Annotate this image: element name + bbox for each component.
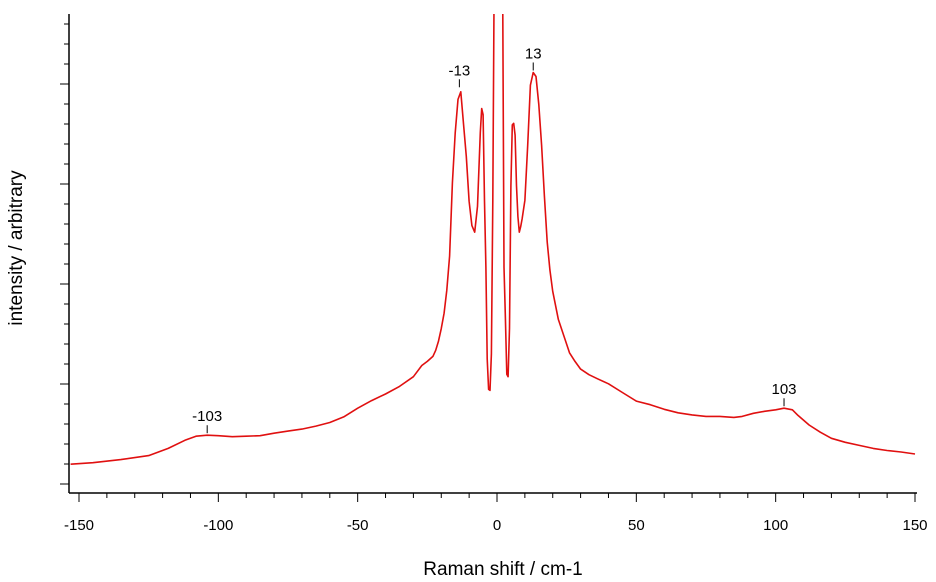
y-axis	[60, 14, 70, 493]
peak-label: -13	[449, 62, 471, 79]
x-tick-label: 0	[493, 517, 501, 534]
x-tick-label: -100	[203, 517, 233, 534]
x-tick-label: 100	[763, 517, 788, 534]
x-tick-label: 150	[902, 517, 927, 534]
x-axis: -150 -100 -50 0 50 100 150	[64, 492, 928, 534]
x-axis-title: Raman shift / cm-1	[423, 559, 582, 580]
peak-label: 13	[525, 45, 542, 62]
x-tick-label: -50	[347, 517, 369, 534]
peak-label: 103	[772, 381, 797, 398]
y-axis-title: intensity / arbitrary	[6, 170, 27, 326]
peak-label: -103	[192, 408, 222, 425]
x-tick-label: -150	[64, 517, 94, 534]
x-tick-label: 50	[628, 517, 645, 534]
peak-annotations: -103 -13 13 103	[192, 45, 797, 434]
spectrum-line	[70, 14, 916, 465]
plot-area	[70, 14, 916, 465]
